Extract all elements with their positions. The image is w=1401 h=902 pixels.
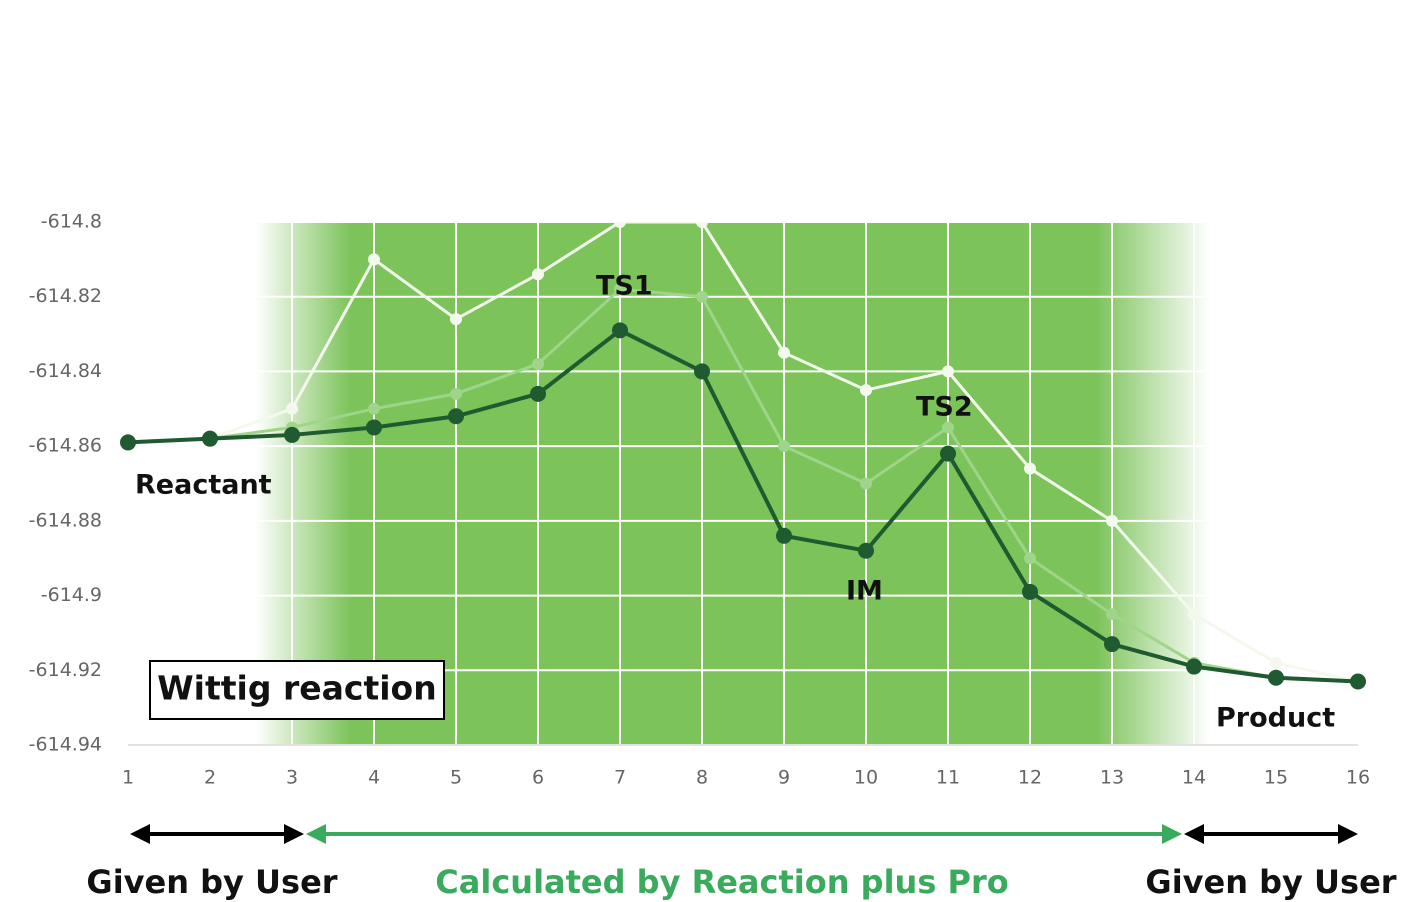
x-tick-label: 6	[532, 767, 544, 789]
data-point	[532, 358, 544, 370]
data-point	[1024, 463, 1036, 475]
footer-label: Given by User	[86, 863, 337, 901]
data-point	[858, 543, 874, 559]
annotation: IM	[846, 576, 883, 607]
data-point	[1268, 670, 1284, 686]
x-tick-label: 9	[778, 767, 790, 789]
data-point	[860, 384, 872, 396]
data-point	[366, 419, 382, 435]
data-point	[202, 431, 218, 447]
x-tick-label: 1	[122, 767, 134, 789]
data-point	[612, 322, 628, 338]
annotation: Reactant	[135, 470, 272, 501]
y-tick-label: -614.86	[29, 435, 102, 457]
data-point	[696, 291, 708, 303]
x-tick-label: 3	[286, 767, 298, 789]
data-point	[860, 478, 872, 490]
footer-label: Given by User	[1145, 863, 1396, 901]
x-tick-label: 16	[1346, 767, 1370, 789]
data-point	[532, 268, 544, 280]
data-point	[448, 408, 464, 424]
y-tick-label: -614.92	[29, 659, 102, 681]
data-point	[778, 440, 790, 452]
data-point	[450, 388, 462, 400]
x-tick-label: 8	[696, 767, 708, 789]
data-point	[940, 446, 956, 462]
x-tick-label: 14	[1182, 767, 1206, 789]
y-tick-label: -614.94	[29, 734, 102, 756]
y-tick-label: -614.8	[41, 211, 102, 233]
data-point	[1106, 608, 1118, 620]
data-point	[1106, 515, 1118, 527]
data-point	[694, 363, 710, 379]
y-tick-label: -614.88	[29, 509, 102, 531]
y-tick-label: -614.82	[29, 285, 102, 307]
annotation: Product	[1216, 703, 1335, 734]
x-tick-label: 4	[368, 767, 380, 789]
data-point	[368, 253, 380, 265]
data-point	[776, 528, 792, 544]
annotation: TS2	[916, 392, 973, 423]
data-point	[696, 216, 708, 228]
data-point	[942, 365, 954, 377]
data-point	[1186, 659, 1202, 675]
data-point	[1024, 552, 1036, 564]
annotation: TS1	[596, 271, 653, 302]
data-point	[120, 434, 136, 450]
data-point	[530, 386, 546, 402]
data-point	[286, 403, 298, 415]
data-point	[450, 313, 462, 325]
data-point	[1270, 657, 1282, 669]
x-tick-label: 12	[1018, 767, 1042, 789]
y-tick-label: -614.9	[41, 584, 102, 606]
x-tick-label: 11	[936, 767, 960, 789]
chart: Reactant TS1 IM TS2 Product Wittig react…	[0, 0, 1401, 902]
data-point	[1022, 584, 1038, 600]
x-tick-label: 15	[1264, 767, 1288, 789]
annotation: Wittig reaction	[157, 669, 436, 708]
x-tick-label: 2	[204, 767, 216, 789]
x-tick-label: 13	[1100, 767, 1124, 789]
x-tick-label: 5	[450, 767, 462, 789]
data-point	[368, 403, 380, 415]
data-point	[284, 427, 300, 443]
y-tick-label: -614.84	[29, 360, 102, 382]
arrows	[130, 824, 1358, 844]
data-point	[1104, 636, 1120, 652]
data-point	[778, 347, 790, 359]
x-tick-label: 7	[614, 767, 626, 789]
x-tick-label: 10	[854, 767, 878, 789]
data-point	[1188, 608, 1200, 620]
footer-label: Calculated by Reaction plus Pro	[435, 863, 1008, 901]
data-point	[1350, 673, 1366, 689]
data-point	[614, 216, 626, 228]
data-point	[942, 421, 954, 433]
